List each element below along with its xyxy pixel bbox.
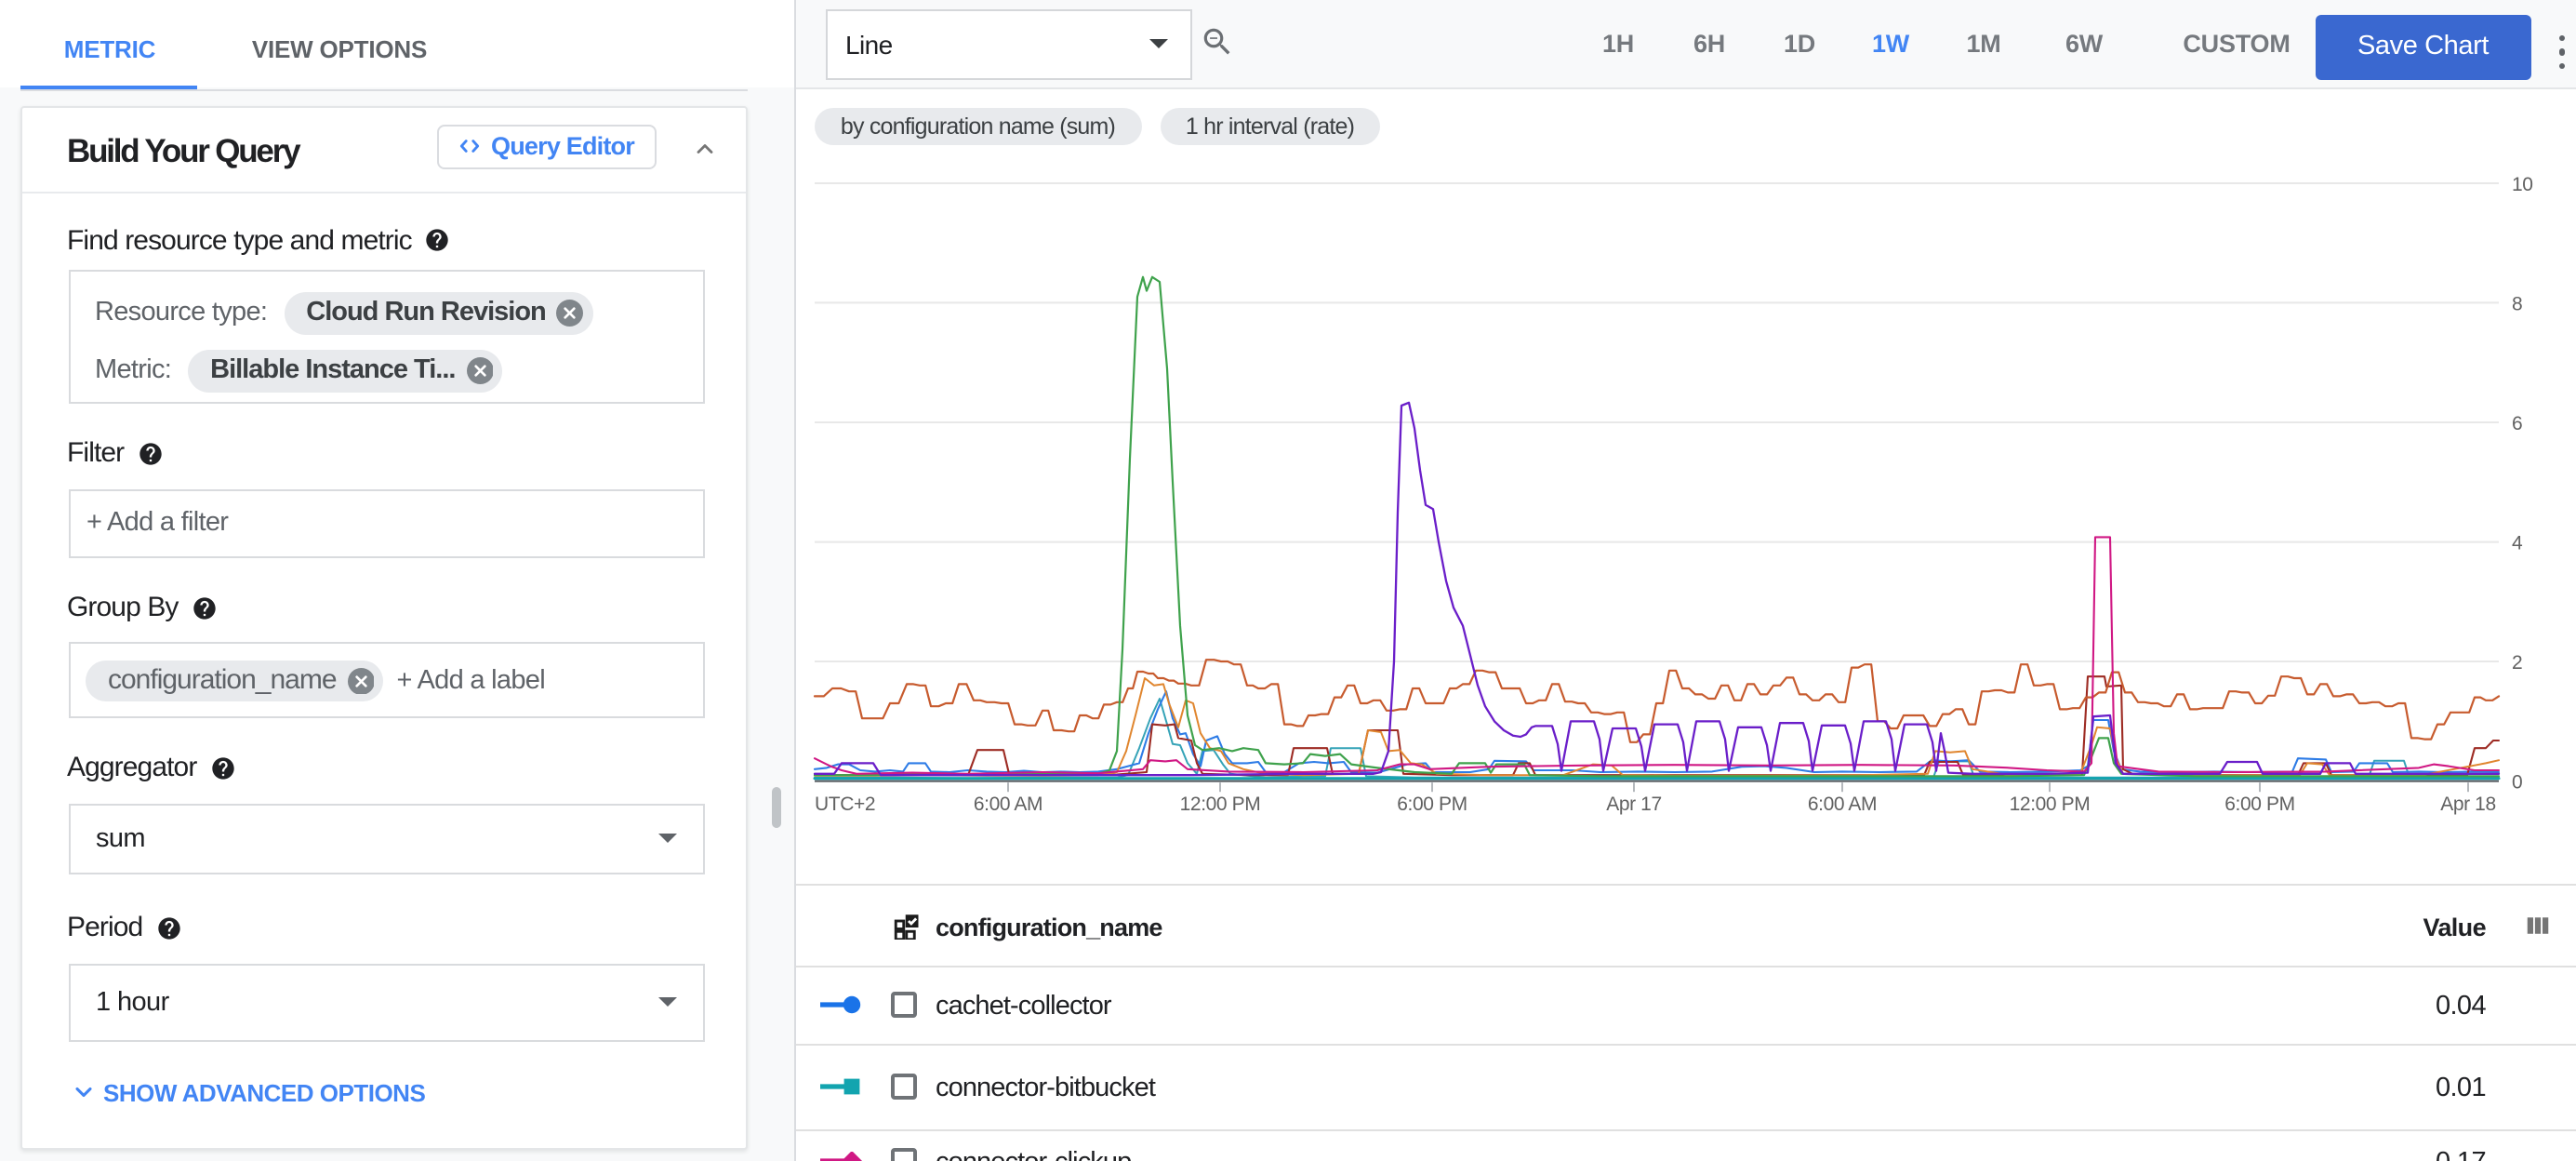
svg-text:6:00 PM: 6:00 PM	[2224, 794, 2293, 815]
svg-text:6: 6	[2511, 413, 2521, 434]
svg-text:8: 8	[2511, 293, 2521, 314]
svg-text:4: 4	[2511, 533, 2522, 554]
svg-text:Apr 17: Apr 17	[1605, 794, 1660, 815]
svg-text:2: 2	[2511, 652, 2521, 674]
svg-text:UTC+2: UTC+2	[814, 794, 874, 815]
svg-text:6:00 AM: 6:00 AM	[973, 794, 1042, 815]
svg-text:0: 0	[2511, 772, 2521, 794]
svg-text:12:00 PM: 12:00 PM	[1179, 794, 1260, 815]
svg-text:6:00 AM: 6:00 AM	[1807, 794, 1876, 815]
svg-text:10: 10	[2511, 174, 2532, 195]
svg-text:6:00 PM: 6:00 PM	[1396, 794, 1466, 815]
svg-text:Apr 18: Apr 18	[2439, 794, 2494, 815]
svg-text:12:00 PM: 12:00 PM	[2009, 794, 2090, 815]
